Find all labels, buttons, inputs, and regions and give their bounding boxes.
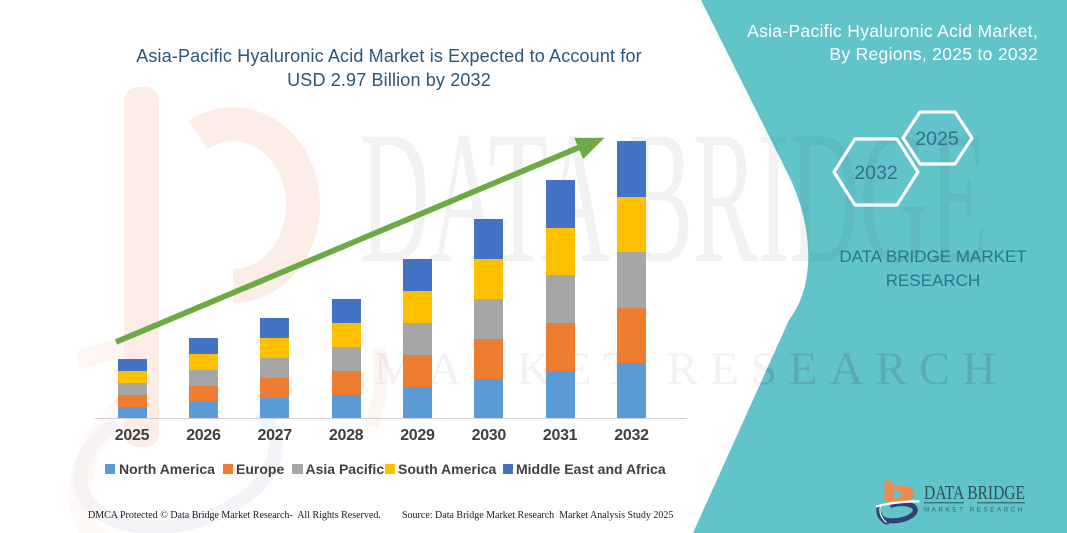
svg-text:MARKET RESEARCH: MARKET RESEARCH <box>924 507 1025 514</box>
svg-text:2032: 2032 <box>854 162 897 184</box>
svg-text:2025: 2025 <box>915 128 959 150</box>
svg-text:DATA BRIDGE: DATA BRIDGE <box>924 483 1025 504</box>
